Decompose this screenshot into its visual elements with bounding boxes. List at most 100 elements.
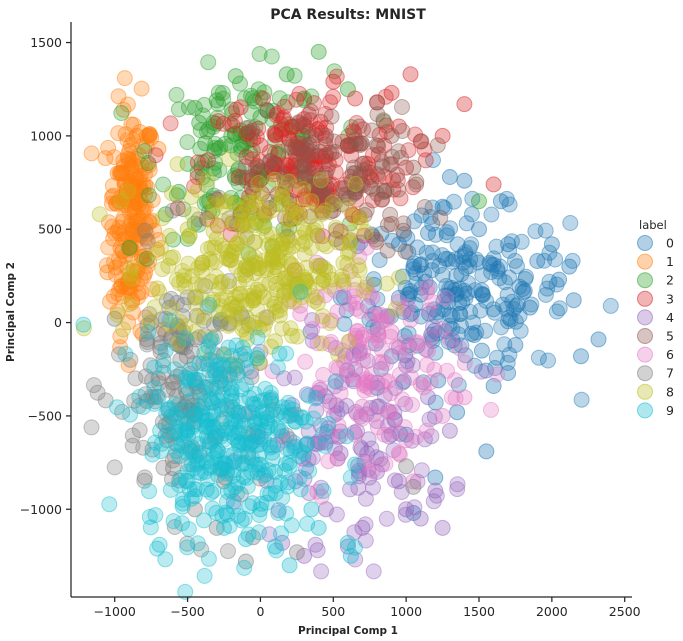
point-label-9: [234, 340, 251, 357]
point-label-8: [264, 248, 281, 265]
point-label-9: [192, 465, 209, 482]
point-label-0: [423, 262, 440, 279]
point-label-2: [240, 193, 257, 210]
point-label-8: [223, 247, 240, 264]
point-label-4: [404, 357, 421, 374]
point-label-5: [323, 108, 340, 125]
point-label-4: [307, 536, 324, 553]
point-label-4: [425, 318, 441, 335]
point-label-2: [205, 160, 222, 177]
point-label-4: [312, 434, 329, 451]
point-label-0: [420, 225, 436, 241]
point-label-9: [201, 362, 218, 379]
point-label-9: [208, 347, 225, 364]
point-label-2: [268, 196, 285, 213]
point-label-7: [168, 321, 185, 338]
point-label-8: [352, 209, 369, 226]
point-label-8: [181, 227, 198, 244]
point-label-7: [141, 306, 158, 323]
point-label-5: [370, 138, 387, 155]
point-label-2: [286, 210, 303, 227]
point-label-3: [369, 94, 385, 111]
point-label-9: [211, 368, 228, 385]
point-label-3: [189, 169, 206, 186]
point-label-0: [444, 320, 461, 337]
point-label-9: [223, 388, 240, 404]
point-label-3: [291, 115, 308, 132]
point-label-0: [448, 285, 465, 302]
point-label-9: [263, 395, 280, 412]
point-label-9: [247, 410, 263, 427]
point-label-6: [394, 391, 411, 408]
point-label-9: [253, 456, 269, 473]
point-label-0: [491, 270, 508, 287]
point-label-8: [269, 254, 286, 271]
point-label-3: [348, 115, 365, 131]
legend-label: 5: [666, 329, 674, 344]
point-label-8: [359, 276, 376, 293]
point-label-8: [261, 275, 278, 292]
point-label-3: [337, 176, 354, 193]
point-label-8: [341, 234, 358, 251]
point-label-0: [395, 373, 412, 390]
point-label-7: [165, 425, 182, 442]
point-label-9: [271, 345, 288, 362]
point-label-0: [435, 293, 452, 310]
point-label-8: [239, 194, 256, 211]
point-label-1: [110, 88, 127, 105]
point-label-4: [328, 397, 345, 414]
point-label-2: [247, 214, 264, 231]
point-label-6: [297, 353, 314, 370]
point-label-4: [309, 435, 326, 452]
point-label-2: [179, 134, 196, 151]
point-label-8: [91, 206, 108, 223]
point-label-2: [247, 119, 264, 136]
point-label-9: [251, 446, 268, 462]
point-label-1: [117, 187, 134, 204]
point-label-2: [204, 203, 221, 220]
point-label-6: [412, 376, 429, 393]
legend-marker: [637, 402, 653, 419]
point-label-6: [341, 295, 358, 312]
point-label-8: [194, 254, 211, 271]
point-label-6: [348, 300, 365, 317]
point-label-9: [251, 461, 268, 477]
point-label-8: [161, 227, 178, 244]
series-4-points: [186, 309, 490, 580]
point-label-3: [318, 147, 335, 163]
point-label-9: [233, 455, 250, 472]
point-label-0: [443, 279, 460, 296]
point-label-0: [522, 299, 538, 316]
point-label-9: [246, 414, 263, 431]
point-label-3: [230, 169, 247, 185]
point-label-9: [231, 407, 248, 424]
point-label-9: [238, 434, 255, 451]
point-label-0: [507, 337, 524, 353]
point-label-9: [219, 506, 236, 523]
point-label-9: [236, 559, 253, 576]
legend-item-1: 1: [637, 253, 674, 270]
point-label-9: [216, 519, 232, 536]
point-label-8: [142, 312, 158, 329]
point-label-4: [380, 417, 397, 434]
point-label-3: [434, 127, 451, 144]
point-label-9: [251, 507, 268, 523]
point-label-4: [327, 340, 344, 356]
point-label-9: [233, 434, 250, 451]
point-label-0: [500, 365, 517, 381]
point-label-9: [189, 535, 206, 552]
point-label-5: [369, 137, 385, 154]
point-label-6: [328, 359, 345, 376]
point-label-8: [171, 275, 188, 292]
point-label-3: [300, 106, 317, 123]
point-label-0: [413, 207, 430, 224]
point-label-0: [440, 251, 456, 267]
point-label-9: [262, 485, 279, 502]
point-label-8: [273, 189, 290, 206]
point-label-9: [253, 414, 270, 431]
point-label-6: [332, 385, 349, 402]
point-label-0: [449, 404, 466, 421]
point-label-1: [122, 279, 139, 296]
point-label-2: [286, 67, 303, 84]
x-tick-label: 0: [256, 604, 264, 619]
